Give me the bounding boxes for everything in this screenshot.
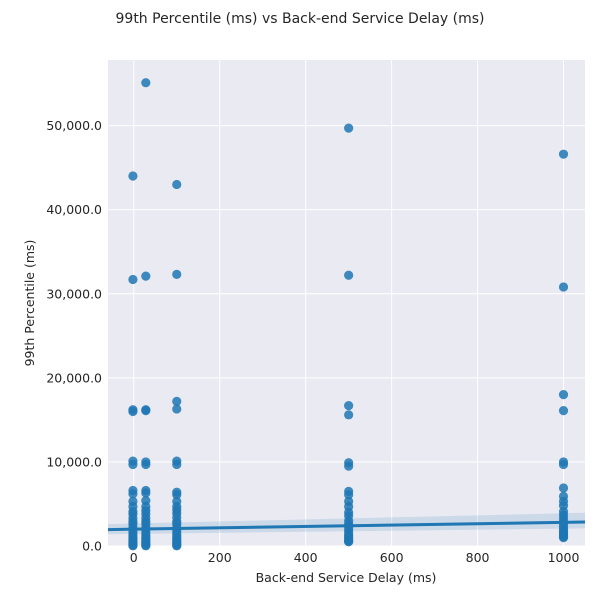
x-tick-label: 600 (380, 550, 404, 565)
y-tick-label: 50,000.0 (46, 118, 102, 133)
data-point (344, 123, 354, 133)
data-point (558, 483, 569, 493)
y-axis-label: 99th Percentile (ms) (22, 240, 37, 367)
data-points (128, 78, 569, 551)
data-point (344, 537, 354, 547)
x-tick-label: 0 (130, 550, 138, 565)
data-point (172, 541, 182, 551)
data-point (172, 269, 182, 280)
data-point (141, 488, 151, 498)
data-point (128, 459, 138, 470)
regression-line-group (107, 520, 586, 532)
data-point (172, 459, 182, 470)
data-point (344, 270, 354, 280)
chart-title: 99th Percentile (ms) vs Back-end Service… (116, 11, 485, 27)
data-point (141, 406, 151, 416)
data-point (344, 461, 354, 471)
data-point (558, 459, 569, 470)
grid-lines (108, 60, 585, 547)
data-point (141, 541, 151, 551)
x-axis-label: Back-end Service Delay (ms) (256, 570, 437, 585)
y-tick-label: 10,000.0 (46, 454, 102, 469)
plot-area (108, 60, 585, 546)
data-point (558, 532, 569, 543)
data-point (128, 489, 138, 499)
data-point (558, 406, 569, 416)
data-point (172, 396, 182, 406)
data-point (172, 490, 182, 500)
data-point (172, 179, 182, 190)
y-tick-label: 0.0 (82, 539, 102, 554)
data-point (141, 78, 151, 88)
data-point (141, 459, 151, 470)
data-point (344, 410, 354, 420)
x-tick-label: 400 (294, 550, 318, 565)
data-point (128, 541, 138, 551)
y-tick-label: 40,000.0 (46, 202, 102, 217)
data-point (141, 271, 151, 281)
x-axis-ticks: 0 200 400 600 800 1000 (130, 550, 580, 565)
data-point (558, 282, 569, 292)
regression-line (107, 520, 586, 532)
data-point (128, 274, 138, 285)
data-point (128, 171, 138, 181)
data-point (172, 404, 182, 414)
y-tick-label: 30,000.0 (46, 286, 102, 301)
x-tick-label: 200 (208, 550, 232, 565)
data-point (558, 390, 569, 400)
x-tick-label: 1000 (548, 550, 580, 565)
data-point (128, 406, 138, 417)
data-point (344, 400, 354, 411)
y-tick-label: 20,000.0 (46, 370, 102, 385)
data-point (558, 149, 569, 159)
data-point (344, 490, 354, 500)
x-tick-label: 800 (466, 550, 490, 565)
y-axis-ticks: 0.0 10,000.0 20,000.0 30,000.0 40,000.0 50,00… (46, 118, 102, 553)
